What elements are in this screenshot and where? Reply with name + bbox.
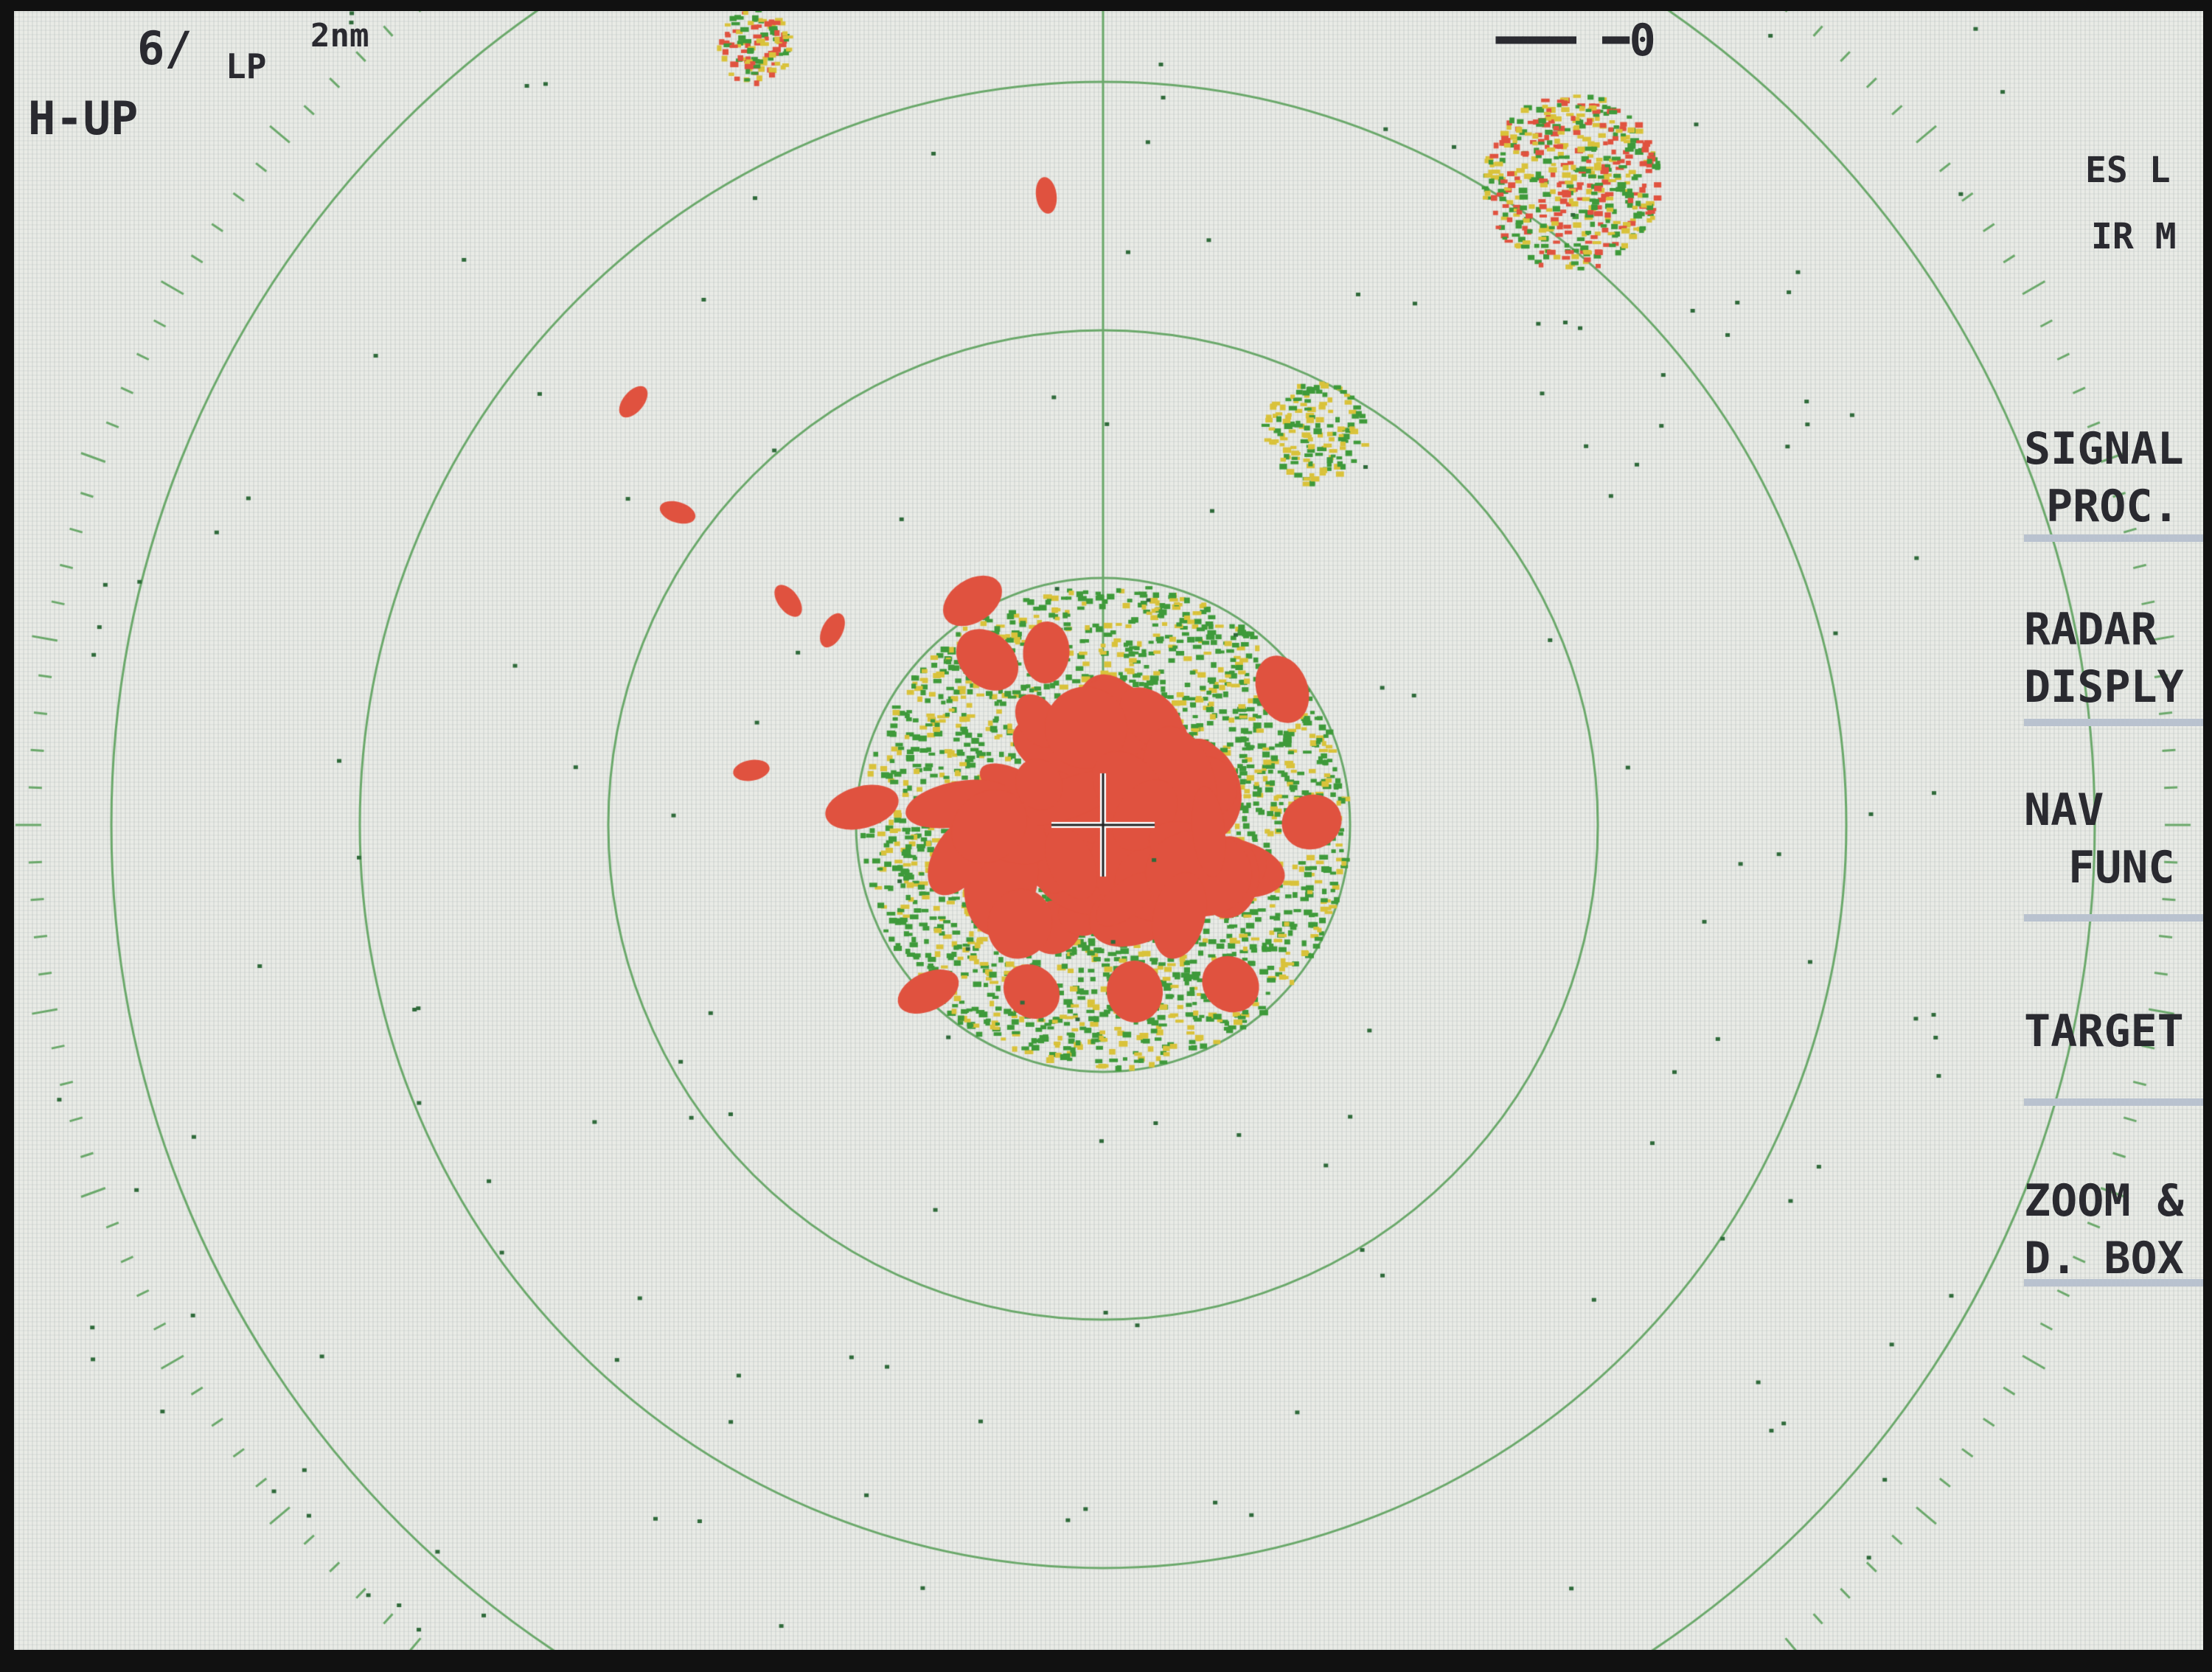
pulse-length-label: LP [226, 46, 267, 86]
orientation-mode-label[interactable]: H-UP [28, 91, 139, 145]
menu-label: DISPLY [2024, 661, 2184, 713]
menu-divider [2024, 1098, 2203, 1106]
ir-mode-label: IR M [2091, 216, 2177, 257]
menu-divider [2024, 534, 2203, 542]
menu-target[interactable]: TARGET [2024, 929, 2203, 1106]
menu-label: SIGNAL [2024, 423, 2184, 475]
menu-radar-display[interactable]: RADAR DISPLY [2024, 549, 2203, 726]
menu-divider [2024, 914, 2203, 922]
menu-label: PROC. [2046, 481, 2180, 532]
gain-indicator: ━━━ ━0 [1496, 15, 1656, 66]
radar-ppi-scope[interactable] [14, 11, 2203, 1650]
menu-divider [2024, 719, 2203, 726]
radar-display: 6/ LP 2nm H-UP ━━━ ━0 ES L IR M SIGNAL P… [14, 11, 2203, 1650]
menu-label: FUNC [2068, 842, 2175, 894]
menu-label: TARGET [2024, 1006, 2184, 1057]
menu-label: NAV [2024, 784, 2104, 836]
menu-nav-func[interactable]: NAV FUNC [2024, 734, 2203, 922]
range-rings-label: 6/ [137, 21, 192, 75]
menu-label: RADAR [2024, 604, 2157, 655]
menu-label: ZOOM & [2024, 1175, 2184, 1227]
menu-zoom-dbox[interactable]: ZOOM & D. BOX [2024, 1113, 2203, 1286]
es-mode-label: ES L [2085, 150, 2171, 191]
range-scale-label[interactable]: 2nm [310, 17, 369, 55]
menu-label: D. BOX [2024, 1233, 2184, 1284]
side-menu: SIGNAL PROC. RADAR DISPLY NAV FUNC TARGE… [2024, 11, 2203, 1650]
menu-divider [2024, 1279, 2203, 1286]
menu-signal-proc[interactable]: SIGNAL PROC. [2024, 394, 2203, 542]
